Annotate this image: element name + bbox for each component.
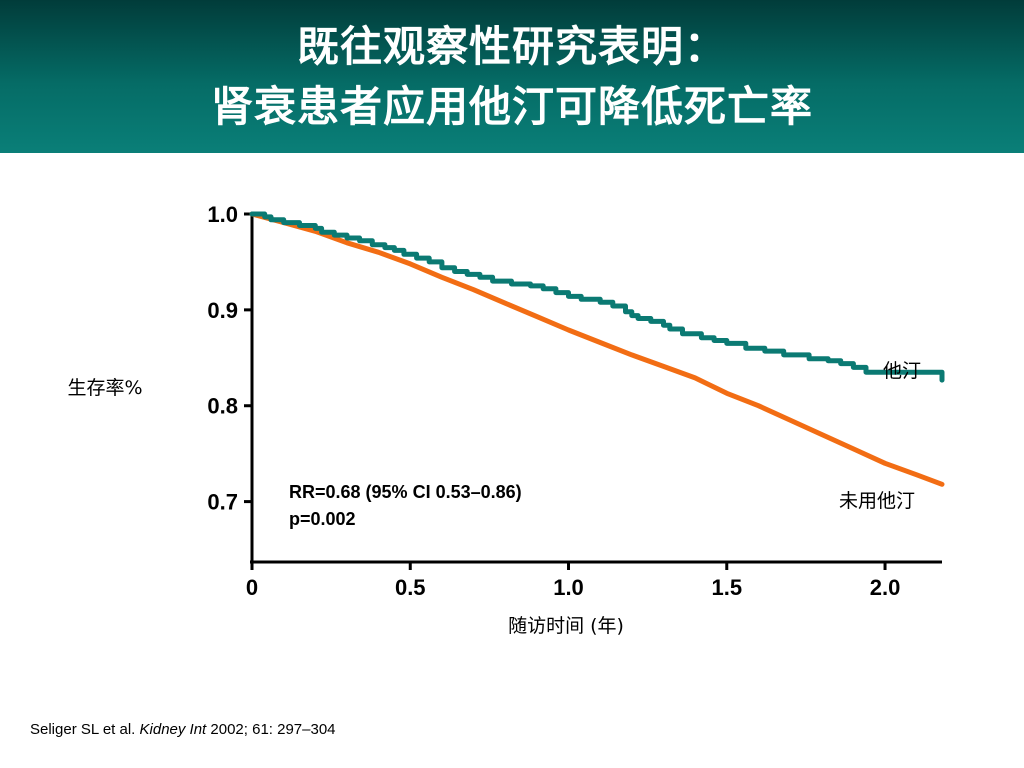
citation-authors: Seliger SL et al.: [30, 721, 140, 738]
y-tick-label: 0.7: [207, 490, 238, 515]
legend-label-statin: 他汀: [883, 360, 921, 382]
x-tick-label: 1.5: [711, 575, 742, 600]
x-axis-label: 随访时间 (年): [508, 615, 624, 637]
title-banner: 既往观察性研究表明： 肾衰患者应用他汀可降低死亡率: [0, 0, 1024, 153]
title-line-1: 既往观察性研究表明：: [296, 22, 727, 71]
y-tick-label: 1.0: [207, 202, 238, 227]
x-tick-label: 1.0: [553, 575, 584, 600]
y-tick-label: 0.8: [207, 394, 238, 419]
axes: [250, 214, 942, 564]
p-value-annotation: p=0.002: [289, 509, 356, 529]
y-axis-label: 生存率%: [67, 377, 142, 399]
x-tick-label: 2.0: [870, 575, 901, 600]
y-ticks: 1.0 0.9 0.8 0.7: [207, 202, 252, 515]
x-tick-label: 0: [246, 575, 258, 600]
citation-journal: Kidney Int: [139, 721, 207, 738]
x-ticks: 0 0.5 1.0 1.5 2.0: [246, 562, 900, 600]
y-tick-label: 0.9: [207, 298, 238, 323]
rr-annotation: RR=0.68 (95% CI 0.53–0.86): [289, 482, 522, 502]
title-line-2: 肾衰患者应用他汀可降低死亡率: [210, 82, 813, 131]
citation-details: 2002; 61: 297–304: [206, 721, 336, 738]
citation: Seliger SL et al. Kidney Int 2002; 61: 2…: [30, 721, 336, 738]
legend-label-no-statin: 未用他汀: [839, 490, 915, 512]
series-layer: [249, 211, 945, 487]
series-line-statin: [249, 211, 945, 383]
x-tick-label: 0.5: [395, 575, 426, 600]
series-line-no-statin: [249, 211, 945, 487]
